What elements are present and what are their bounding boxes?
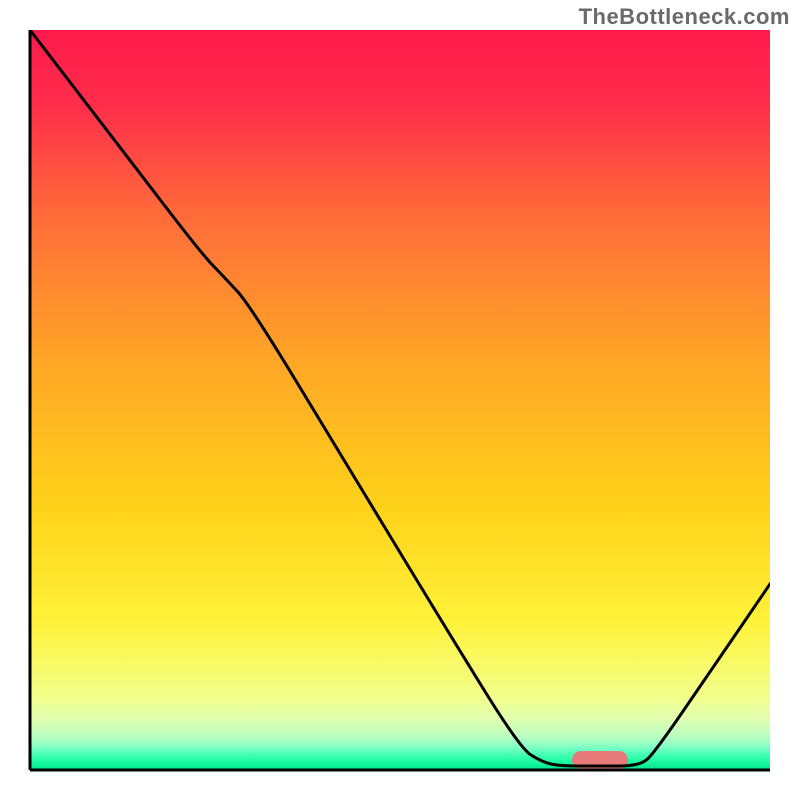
bottleneck-chart <box>0 0 800 800</box>
gradient-background <box>30 30 770 770</box>
watermark-text: TheBottleneck.com <box>579 4 790 30</box>
chart-container: TheBottleneck.com <box>0 0 800 800</box>
